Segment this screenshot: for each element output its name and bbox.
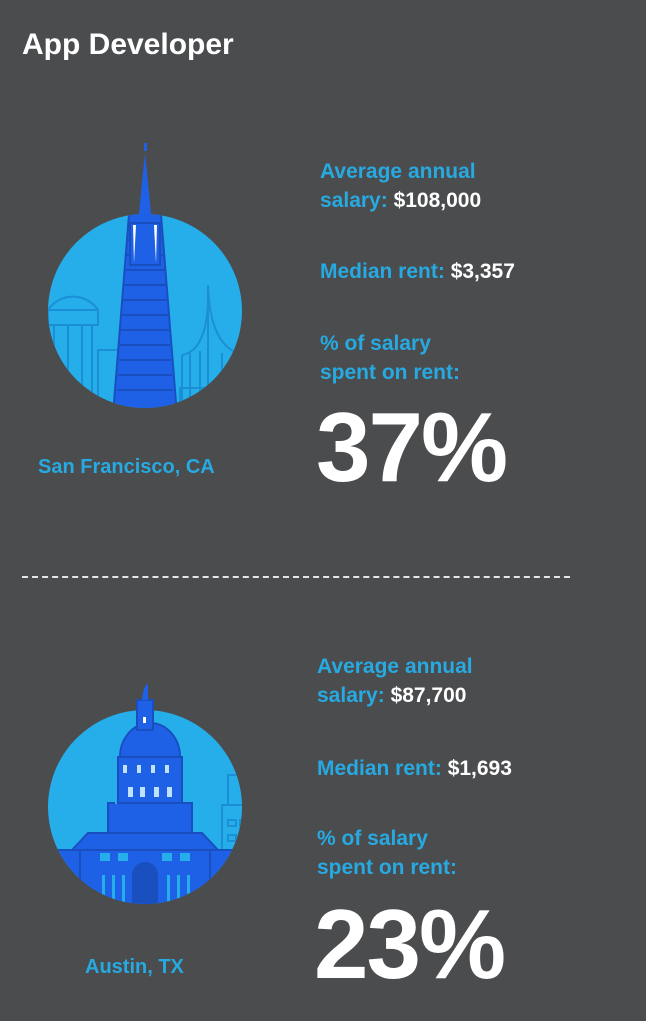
salary-label: Average annual salary: $87,700 [317, 652, 473, 710]
salary-label-line1: Average annual [317, 655, 473, 678]
texas-capitol-skyline-icon [48, 683, 242, 904]
city-name: Austin, TX [85, 956, 184, 978]
pct-label: % of salary spent on rent: [317, 824, 457, 882]
salary-label-line1: Average annual [320, 160, 476, 183]
rent-value: $1,693 [447, 757, 512, 780]
pct-value: 37% [316, 392, 508, 502]
transamerica-pyramid-skyline-icon [48, 143, 242, 408]
pct-label: % of salary spent on rent: [320, 329, 460, 387]
city-name: San Francisco, CA [38, 456, 215, 478]
section-divider [22, 576, 570, 578]
salary-value: $87,700 [390, 684, 467, 707]
rent-value: $3,357 [450, 260, 515, 283]
salary-label-line2: salary: [320, 189, 388, 212]
pct-label-line1: % of salary [317, 827, 428, 850]
rent-label: Median rent: $1,693 [317, 754, 512, 783]
rent-label-text: Median rent: [317, 757, 442, 780]
salary-value: $108,000 [393, 189, 482, 212]
rent-label: Median rent: $3,357 [320, 257, 515, 286]
page-title: App Developer [22, 28, 234, 61]
salary-label: Average annual salary: $108,000 [320, 157, 481, 215]
pct-label-line1: % of salary [320, 332, 431, 355]
pct-value: 23% [314, 889, 506, 999]
rent-label-text: Median rent: [320, 260, 445, 283]
pct-label-line2: spent on rent: [317, 856, 457, 879]
pct-label-line2: spent on rent: [320, 361, 460, 384]
salary-label-line2: salary: [317, 684, 385, 707]
